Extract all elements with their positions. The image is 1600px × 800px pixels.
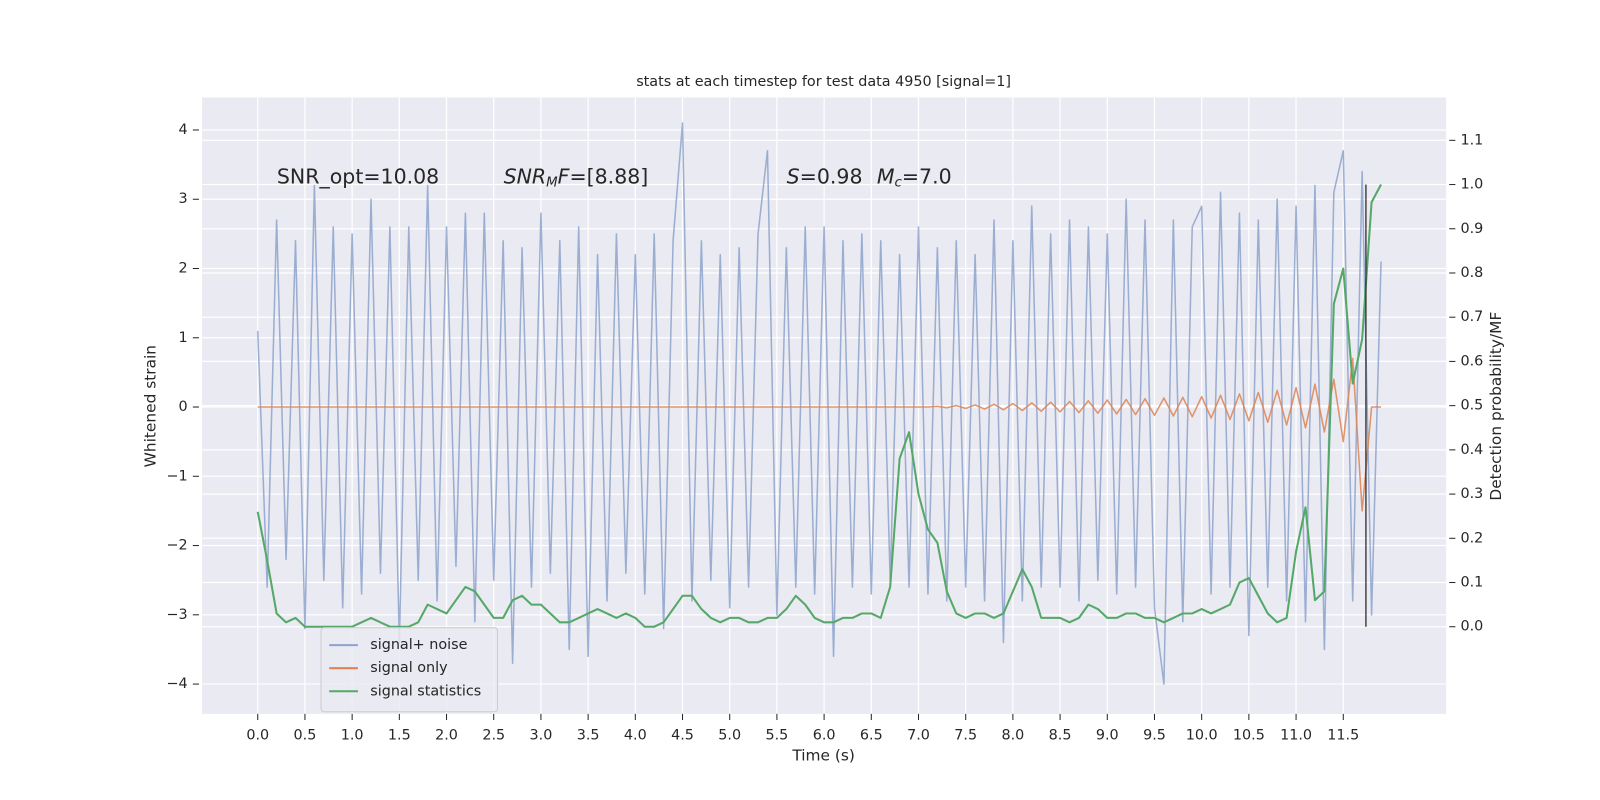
x-tick-label: 9.5 <box>1143 727 1166 743</box>
x-tick-label: 10.0 <box>1186 727 1218 743</box>
x-axis-label: Time (s) <box>791 746 855 764</box>
annotation-part: S <box>787 164 800 188</box>
y2-tick-label: 0.9 <box>1461 221 1484 237</box>
y2-tick-label: 0.8 <box>1461 265 1484 281</box>
x-tick-label: 7.5 <box>954 727 977 743</box>
x-tick-label: 6.5 <box>860 727 883 743</box>
x-tick-label: 0.0 <box>246 727 269 743</box>
x-tick-label: 11.0 <box>1280 727 1312 743</box>
y-axis-label: Whitened strain <box>141 345 159 467</box>
annotation: SNRMF=[8.88] <box>504 164 649 190</box>
y-tick-label: 3 <box>179 191 188 207</box>
x-tick-label: 8.0 <box>1001 727 1024 743</box>
x-tick-label: 1.0 <box>341 727 364 743</box>
annotation-part: =7.0 <box>902 164 952 188</box>
y2-tick-label: 0.7 <box>1461 309 1484 325</box>
x-tick-label: 0.5 <box>294 727 317 743</box>
y-tick-label: −4 <box>167 676 188 692</box>
x-tick-label: 6.0 <box>813 727 836 743</box>
annotation-part: c <box>895 176 903 191</box>
annotation-part: SNR_opt=10.08 <box>277 164 439 189</box>
annotation-part: =0.98 <box>800 164 863 188</box>
y2-tick-label: 1.0 <box>1461 177 1484 193</box>
y2-tick-label: 0.5 <box>1461 398 1484 414</box>
x-tick-label: 3.5 <box>577 727 600 743</box>
legend-label: signal+ noise <box>370 637 467 653</box>
x-tick-label: 3.0 <box>530 727 553 743</box>
y2-tick-label: 0.6 <box>1461 353 1484 369</box>
y2-tick-label: 0.4 <box>1461 442 1484 458</box>
legend-label: signal only <box>370 660 448 676</box>
y2-tick-label: 1.1 <box>1461 132 1484 148</box>
y2-tick-label: 0.1 <box>1461 575 1484 591</box>
y-tick-label: 2 <box>179 261 188 277</box>
x-tick-label: 4.5 <box>671 727 694 743</box>
annotation-part: M <box>877 164 895 188</box>
y-tick-label: 1 <box>179 330 188 346</box>
annotation: SNR_opt=10.08 <box>277 164 439 189</box>
y2-tick-label: 0.3 <box>1461 486 1484 502</box>
y2-axis-label: Detection probability/MF <box>1487 312 1505 501</box>
y2-tick-label: 0.0 <box>1461 619 1484 635</box>
series-line <box>256 184 1382 628</box>
y2-tick-label: 0.2 <box>1461 530 1484 546</box>
annotation: S=0.98 Mc=7.0 <box>787 164 952 190</box>
y-tick-label: −3 <box>167 607 188 623</box>
y-tick-label: 0 <box>179 399 188 415</box>
x-tick-label: 10.5 <box>1233 727 1265 743</box>
x-tick-label: 8.5 <box>1049 727 1072 743</box>
annotation-part: F <box>558 164 571 188</box>
annotation-part: =[8.88] <box>569 164 648 188</box>
x-tick-label: 1.5 <box>388 727 411 743</box>
chart-title: stats at each timestep for test data 495… <box>636 74 1011 90</box>
x-tick-label: 5.5 <box>765 727 788 743</box>
legend-label: signal statistics <box>370 683 481 699</box>
y-tick-label: 4 <box>179 122 188 138</box>
marks <box>256 122 1382 685</box>
legend: signal+ noise signal only signal statistic… <box>320 627 498 713</box>
x-tick-label: 9.0 <box>1096 727 1119 743</box>
annotation-part: SNR <box>504 164 547 188</box>
series-line <box>256 122 1382 685</box>
x-tick-label: 2.5 <box>482 727 505 743</box>
x-tick-label: 4.0 <box>624 727 647 743</box>
series-line <box>257 357 1382 512</box>
x-tick-label: 5.0 <box>718 727 741 743</box>
annotation-part: M <box>546 176 558 191</box>
x-tick-label: 11.5 <box>1327 727 1359 743</box>
x-tick-label: 7.0 <box>907 727 930 743</box>
y-tick-label: −1 <box>167 468 188 484</box>
y-tick-label: −2 <box>167 538 188 554</box>
x-tick-label: 2.0 <box>435 727 458 743</box>
legend-box <box>320 627 498 713</box>
